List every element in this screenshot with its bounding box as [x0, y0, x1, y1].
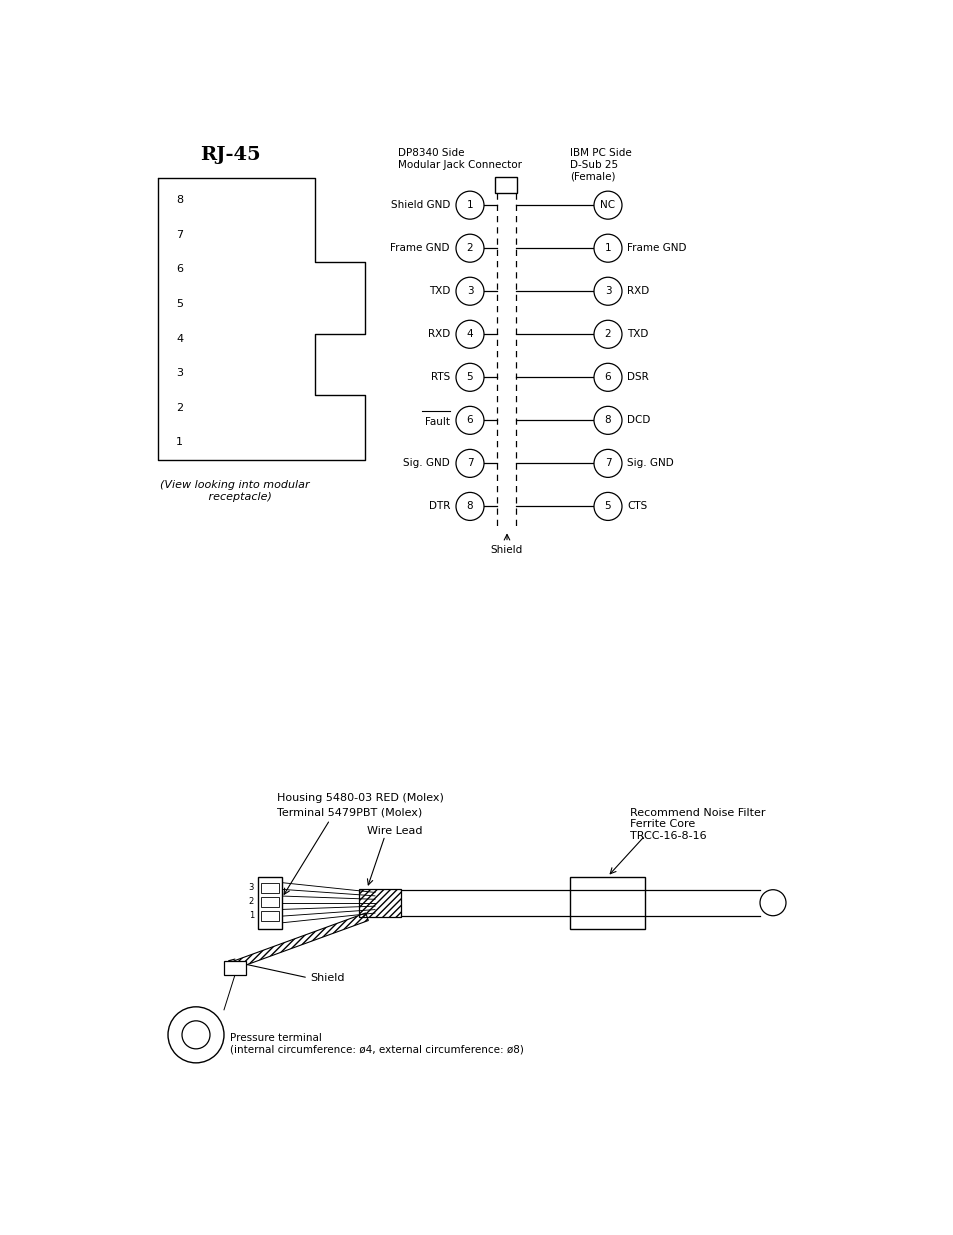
Text: Frame GND: Frame GND	[626, 243, 686, 253]
Text: NC: NC	[599, 200, 615, 210]
Bar	[257, 877, 282, 929]
Text: RTS: RTS	[431, 372, 450, 383]
Circle shape	[456, 406, 483, 435]
Text: 3: 3	[604, 287, 611, 296]
Circle shape	[594, 406, 621, 435]
Circle shape	[594, 277, 621, 305]
Text: 2: 2	[249, 898, 253, 906]
Bar	[224, 961, 246, 974]
Text: 2: 2	[604, 330, 611, 340]
Text: Shield: Shield	[310, 973, 344, 983]
Text: 4: 4	[175, 333, 183, 343]
Text: Terminal 5479PBT (Molex): Terminal 5479PBT (Molex)	[277, 808, 422, 818]
Bar	[495, 177, 517, 193]
Circle shape	[594, 450, 621, 478]
Text: TXD: TXD	[428, 287, 450, 296]
Text: 3: 3	[175, 368, 183, 378]
Circle shape	[594, 363, 621, 391]
Bar	[569, 877, 644, 929]
Text: Fault: Fault	[424, 417, 450, 427]
Circle shape	[594, 320, 621, 348]
Bar	[261, 883, 278, 893]
Text: Wire Lead: Wire Lead	[367, 826, 422, 836]
Text: 3: 3	[466, 287, 473, 296]
Text: 6: 6	[175, 264, 183, 274]
Text: 5: 5	[604, 501, 611, 511]
Text: 8: 8	[466, 501, 473, 511]
Text: RJ-45: RJ-45	[199, 146, 260, 164]
Text: 2: 2	[466, 243, 473, 253]
Text: Frame GND: Frame GND	[390, 243, 450, 253]
Text: 1: 1	[175, 437, 183, 447]
Circle shape	[456, 450, 483, 478]
Circle shape	[594, 235, 621, 262]
Text: Shield GND: Shield GND	[390, 200, 450, 210]
Text: 8: 8	[175, 195, 183, 205]
Text: 8: 8	[604, 415, 611, 425]
Text: Housing 5480-03 RED (Molex): Housing 5480-03 RED (Molex)	[276, 793, 443, 803]
Circle shape	[456, 320, 483, 348]
Bar	[358, 889, 400, 916]
Text: TXD: TXD	[626, 330, 648, 340]
Text: 4: 4	[466, 330, 473, 340]
Text: 7: 7	[604, 458, 611, 468]
Text: 7: 7	[466, 458, 473, 468]
Text: Recommend Noise Filter
Ferrite Core
TRCC-16-8-16: Recommend Noise Filter Ferrite Core TRCC…	[629, 808, 764, 841]
Text: 6: 6	[604, 372, 611, 383]
Circle shape	[760, 889, 785, 915]
Text: DCD: DCD	[626, 415, 650, 425]
Circle shape	[456, 363, 483, 391]
Text: Sig. GND: Sig. GND	[626, 458, 673, 468]
Text: 5: 5	[466, 372, 473, 383]
Text: CTS: CTS	[626, 501, 646, 511]
Text: Sig. GND: Sig. GND	[403, 458, 450, 468]
Text: DSR: DSR	[626, 372, 648, 383]
Text: Pressure terminal
(internal circumference: ø4, external circumference: ø8): Pressure terminal (internal circumferenc…	[230, 1032, 523, 1055]
Text: DTR: DTR	[428, 501, 450, 511]
Circle shape	[456, 493, 483, 520]
Text: 7: 7	[175, 230, 183, 240]
Text: (View looking into modular
   receptacle): (View looking into modular receptacle)	[160, 480, 310, 501]
Text: 6: 6	[466, 415, 473, 425]
Circle shape	[456, 277, 483, 305]
Text: IBM PC Side
D-Sub 25
(Female): IBM PC Side D-Sub 25 (Female)	[569, 148, 631, 182]
Text: DP8340 Side
Modular Jack Connector: DP8340 Side Modular Jack Connector	[397, 148, 521, 169]
Circle shape	[456, 191, 483, 219]
Text: 5: 5	[175, 299, 183, 309]
Circle shape	[456, 235, 483, 262]
Text: Shield: Shield	[491, 546, 522, 556]
Circle shape	[168, 1007, 224, 1063]
Text: 1: 1	[604, 243, 611, 253]
Circle shape	[182, 1021, 210, 1049]
Text: 2: 2	[175, 403, 183, 412]
Text: 1: 1	[466, 200, 473, 210]
Circle shape	[594, 493, 621, 520]
Text: RXD: RXD	[626, 287, 649, 296]
Text: 3: 3	[249, 883, 253, 892]
Text: 1: 1	[249, 911, 253, 920]
Circle shape	[594, 191, 621, 219]
Bar	[261, 897, 278, 906]
Bar	[261, 910, 278, 921]
Text: RXD: RXD	[427, 330, 450, 340]
